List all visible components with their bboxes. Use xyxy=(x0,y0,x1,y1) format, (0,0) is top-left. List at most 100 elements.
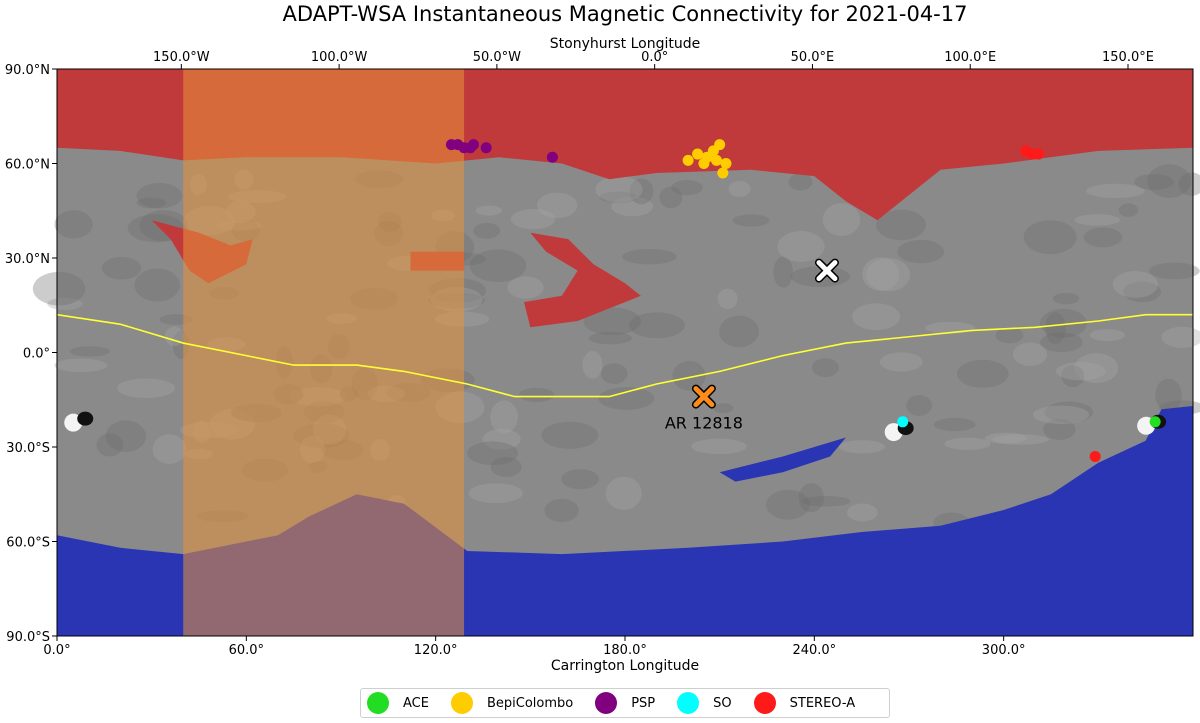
positive-polarity-patch xyxy=(524,232,641,328)
legend-item-stereo-a: STEREO-A xyxy=(753,692,855,714)
magnetogram-texture xyxy=(671,180,703,196)
magnetogram-texture xyxy=(944,437,991,450)
magnetogram-texture xyxy=(136,182,183,209)
magnetogram-texture xyxy=(777,231,825,262)
magnetogram-texture xyxy=(852,303,901,331)
magnetogram-texture xyxy=(136,197,166,209)
magnetogram-texture xyxy=(838,440,886,454)
magnetogram-texture xyxy=(117,378,176,399)
point-psp xyxy=(468,139,480,151)
magnetogram-texture xyxy=(798,483,824,513)
magnetogram-texture xyxy=(1055,362,1106,381)
legend-label-ace: ACE xyxy=(403,695,429,711)
bottom-tick-label: 180.0° xyxy=(603,643,647,658)
magnetogram-texture xyxy=(1118,203,1139,217)
magnetogram-texture xyxy=(599,191,637,204)
magnetogram-texture xyxy=(134,268,181,302)
magnetogram-texture xyxy=(773,256,793,288)
magnetogram-texture xyxy=(101,256,142,280)
magnetogram-texture xyxy=(1012,342,1048,367)
magnetogram-texture xyxy=(933,417,976,432)
magnetogram-texture xyxy=(69,346,110,357)
magnetogram-texture xyxy=(1039,308,1087,338)
marker-earth xyxy=(816,260,838,282)
magnetogram-texture xyxy=(879,352,923,372)
magnetogram-texture xyxy=(629,312,685,339)
magnetogram-texture xyxy=(600,363,628,384)
magnetogram-texture xyxy=(1040,332,1083,353)
magnetogram-texture xyxy=(984,432,1027,444)
magnetogram-texture xyxy=(1155,378,1182,412)
magnetogram-texture xyxy=(1089,329,1125,342)
magnetogram-texture xyxy=(490,400,518,434)
point-so xyxy=(897,416,909,428)
legend-item-psp: PSP xyxy=(595,692,655,714)
legend: ACE BepiColombo PSP SO STEREO-A xyxy=(360,688,890,718)
magnetogram-texture xyxy=(1112,270,1159,298)
magnetogram-texture xyxy=(801,495,851,507)
magnetogram-texture xyxy=(96,433,124,457)
magnetogram-texture xyxy=(1085,183,1145,199)
legend-item-ace: ACE xyxy=(367,692,429,714)
magnetogram-texture xyxy=(1044,401,1094,423)
bottom-tick-label: 300.0° xyxy=(982,643,1026,658)
point-psp xyxy=(480,142,492,154)
magnetogram-texture xyxy=(1123,281,1161,303)
magnetogram-texture xyxy=(467,441,519,466)
magnetogram-texture xyxy=(732,214,770,227)
magnetogram-texture xyxy=(1043,418,1076,440)
top-tick-label: 100.0°W xyxy=(311,50,368,65)
point-bepicolombo xyxy=(720,158,732,169)
magnetogram-texture xyxy=(598,387,655,410)
chart-title: ADAPT-WSA Instantaneous Magnetic Connect… xyxy=(282,2,967,26)
magnetogram-texture xyxy=(1023,220,1077,255)
legend-label-so: SO xyxy=(713,695,732,711)
magnetogram-texture xyxy=(588,331,633,345)
y-tick-label: 60.0°N xyxy=(5,158,50,173)
marker-ar-12818 xyxy=(693,386,715,408)
point-bepicolombo xyxy=(711,154,723,166)
magnetogram-texture xyxy=(862,257,900,291)
legend-item-bepicolombo: BepiColombo xyxy=(450,692,573,714)
top-tick-label: 100.0°E xyxy=(944,50,996,65)
plot-area: AR 12818 0.0° 60.0° 120.0° 180.0° 240.0° 300.0… xyxy=(5,50,1200,658)
point-stereo-a xyxy=(1032,148,1044,160)
top-tick-label: 150.0°E xyxy=(1102,50,1154,65)
point-stereo-a xyxy=(1089,450,1101,462)
magnetogram-texture xyxy=(866,258,911,292)
magnetogram-texture xyxy=(510,208,556,230)
top-tick-label: 50.0°W xyxy=(473,50,521,65)
magnetogram-texture xyxy=(906,395,933,416)
legend-label-psp: PSP xyxy=(631,695,656,711)
magnetogram-texture xyxy=(490,456,522,477)
magnetogram-texture xyxy=(717,288,738,310)
legend-item-so: SO xyxy=(677,692,732,714)
y-tick-label: 90.0°N xyxy=(5,63,50,78)
magnetogram-texture xyxy=(32,271,86,306)
marker-label-ar-12818: AR 12818 xyxy=(665,414,743,433)
point-bepicolombo xyxy=(682,154,694,166)
magnetogram-texture xyxy=(1061,365,1085,388)
legend-dot-so xyxy=(677,692,700,714)
bottom-tick-label: 0.0° xyxy=(43,643,70,658)
point-bepicolombo xyxy=(717,167,729,179)
y-tick-label: 90.0°S xyxy=(6,630,50,645)
magnetogram-texture xyxy=(536,192,578,219)
legend-dot-ace xyxy=(367,692,389,714)
magnetogram-texture xyxy=(876,209,926,241)
magnetogram-texture xyxy=(605,476,642,510)
magnetogram-texture xyxy=(595,176,643,203)
magnetogram-texture xyxy=(992,434,1049,445)
negative-polarity-streak xyxy=(719,437,846,482)
magnetogram-texture xyxy=(1149,262,1200,280)
top-tick-label: 150.0°W xyxy=(153,50,210,65)
point-psp xyxy=(546,151,558,163)
neutral-line xyxy=(56,313,1193,398)
x-axis-top-label: Stonyhurst Longitude xyxy=(550,36,700,52)
magnetogram-texture xyxy=(1045,312,1066,345)
magnetogram-texture xyxy=(1074,353,1119,384)
magnetogram-texture xyxy=(672,360,706,391)
y-tick-label: 0.0° xyxy=(23,347,50,362)
magnetogram-texture xyxy=(713,403,734,414)
top-tick-label: 50.0°E xyxy=(791,50,835,65)
